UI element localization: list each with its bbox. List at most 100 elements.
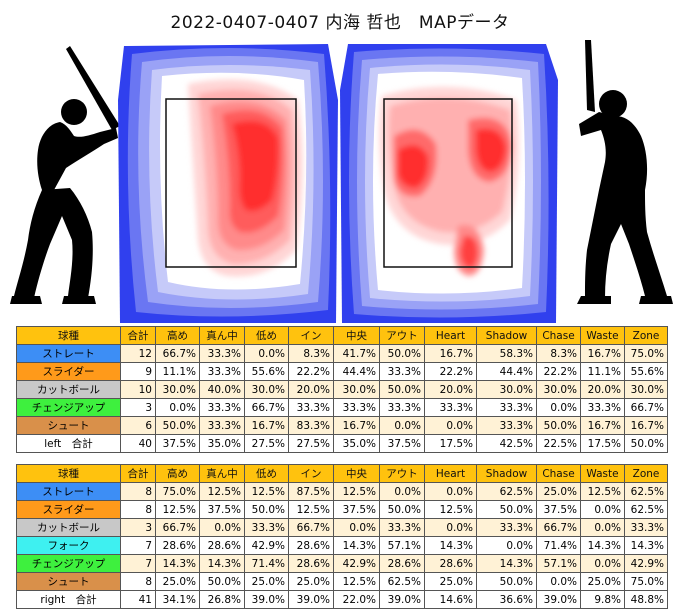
table-row: ストレート 8 75.0% 12.5% 12.5% 87.5% 12.5% 0.0% 0.0% 6… <box>16 482 668 501</box>
value-cell: 14.3% <box>199 554 245 573</box>
column-header: Heart <box>424 464 477 483</box>
table-row: ストレート 12 66.7% 33.3% 0.0% 8.3% 41.7% 50.0% 16.7%… <box>16 344 668 363</box>
column-header: Shadow <box>476 326 537 345</box>
value-cell: 66.7% <box>288 518 334 537</box>
table-row: シュート 8 25.0% 50.0% 25.0% 25.0% 12.5% 62.5% 25.0%… <box>16 572 668 591</box>
column-header: 球種 <box>16 326 121 345</box>
value-cell: 27.5% <box>288 434 334 453</box>
column-header: Shadow <box>476 464 537 483</box>
value-cell: 66.7% <box>155 344 200 363</box>
value-cell: 11.1% <box>580 362 625 381</box>
value-cell: 14.3% <box>624 536 668 555</box>
value-cell: 30.0% <box>624 380 668 399</box>
value-cell: 39.0% <box>288 590 334 609</box>
column-header: アウト <box>379 464 425 483</box>
value-cell: 12.5% <box>424 500 477 519</box>
value-cell: 37.5% <box>155 434 200 453</box>
value-cell: 0.0% <box>536 572 581 591</box>
value-cell: 55.6% <box>624 362 668 381</box>
column-header: 中央 <box>333 464 380 483</box>
column-header: Heart <box>424 326 477 345</box>
value-cell: 8.3% <box>536 344 581 363</box>
table-row: カットボール 3 66.7% 0.0% 33.3% 66.7% 0.0% 33.3% 0.0% 3… <box>16 518 668 537</box>
pitch-type-cell: right 合計 <box>16 590 121 609</box>
value-cell: 8.3% <box>288 344 334 363</box>
column-header: Zone <box>624 326 668 345</box>
value-cell: 26.8% <box>199 590 245 609</box>
column-header: 低め <box>244 464 289 483</box>
value-cell: 0.0% <box>155 398 200 417</box>
count-cell: 40 <box>120 434 156 453</box>
value-cell: 0.0% <box>536 398 581 417</box>
value-cell: 16.7% <box>580 344 625 363</box>
value-cell: 50.0% <box>199 572 245 591</box>
value-cell: 14.3% <box>424 536 477 555</box>
value-cell: 39.0% <box>536 590 581 609</box>
pitch-type-cell: ストレート <box>16 344 121 363</box>
value-cell: 35.0% <box>333 434 380 453</box>
value-cell: 12.5% <box>288 500 334 519</box>
value-cell: 62.5% <box>379 572 425 591</box>
value-cell: 30.0% <box>536 380 581 399</box>
value-cell: 66.7% <box>155 518 200 537</box>
value-cell: 0.0% <box>244 344 289 363</box>
value-cell: 12.5% <box>580 482 625 501</box>
value-cell: 66.7% <box>624 398 668 417</box>
pitch-type-cell: チェンジアップ <box>16 554 121 573</box>
value-cell: 50.0% <box>379 500 425 519</box>
value-cell: 30.0% <box>155 380 200 399</box>
value-cell: 9.8% <box>580 590 625 609</box>
value-cell: 33.3% <box>624 518 668 537</box>
value-cell: 17.5% <box>580 434 625 453</box>
value-cell: 0.0% <box>580 554 625 573</box>
value-cell: 28.6% <box>288 554 334 573</box>
value-cell: 30.0% <box>244 380 289 399</box>
value-cell: 83.3% <box>288 416 334 435</box>
value-cell: 20.0% <box>288 380 334 399</box>
pitch-type-cell: シュート <box>16 572 121 591</box>
count-cell: 3 <box>120 398 156 417</box>
value-cell: 12.5% <box>333 482 380 501</box>
value-cell: 12.5% <box>199 482 245 501</box>
value-cell: 33.3% <box>476 398 537 417</box>
value-cell: 33.3% <box>288 398 334 417</box>
value-cell: 0.0% <box>199 518 245 537</box>
value-cell: 14.3% <box>580 536 625 555</box>
table-row: スライダー 8 12.5% 37.5% 50.0% 12.5% 37.5% 50.0% 12.5… <box>16 500 668 519</box>
column-header: 中央 <box>333 326 380 345</box>
pitch-type-cell: カットボール <box>16 518 121 537</box>
value-cell: 16.7% <box>244 416 289 435</box>
column-header: 真ん中 <box>199 464 245 483</box>
column-header: 合計 <box>120 326 156 345</box>
value-cell: 17.5% <box>424 434 477 453</box>
value-cell: 0.0% <box>379 482 425 501</box>
value-cell: 33.3% <box>199 362 245 381</box>
value-cell: 37.5% <box>536 500 581 519</box>
value-cell: 62.5% <box>476 482 537 501</box>
count-cell: 8 <box>120 482 156 501</box>
count-cell: 9 <box>120 362 156 381</box>
table-row: right 合計 41 34.1% 26.8% 39.0% 39.0% 22.0% 39.0%… <box>16 590 668 609</box>
table-header-row: 球種 合計 高め 真ん中 低め イン 中央 アウト Heart Shadow Chase Waste Z… <box>16 464 668 483</box>
value-cell: 22.2% <box>536 362 581 381</box>
value-cell: 16.7% <box>424 344 477 363</box>
value-cell: 57.1% <box>379 536 425 555</box>
heatmap-left <box>118 44 338 323</box>
strike-zone-left <box>165 98 297 268</box>
value-cell: 14.6% <box>424 590 477 609</box>
value-cell: 14.3% <box>155 554 200 573</box>
value-cell: 33.3% <box>379 362 425 381</box>
value-cell: 48.8% <box>624 590 668 609</box>
value-cell: 37.5% <box>333 500 380 519</box>
value-cell: 16.7% <box>624 416 668 435</box>
count-cell: 7 <box>120 554 156 573</box>
value-cell: 33.3% <box>476 518 537 537</box>
value-cell: 22.0% <box>333 590 380 609</box>
value-cell: 50.0% <box>244 500 289 519</box>
value-cell: 34.1% <box>155 590 200 609</box>
value-cell: 22.5% <box>536 434 581 453</box>
table-header-row: 球種 合計 高め 真ん中 低め イン 中央 アウト Heart Shadow Chase Waste Z… <box>16 326 668 345</box>
pitch-type-cell: スライダー <box>16 500 121 519</box>
column-header: Chase <box>536 464 581 483</box>
value-cell: 33.3% <box>424 398 477 417</box>
